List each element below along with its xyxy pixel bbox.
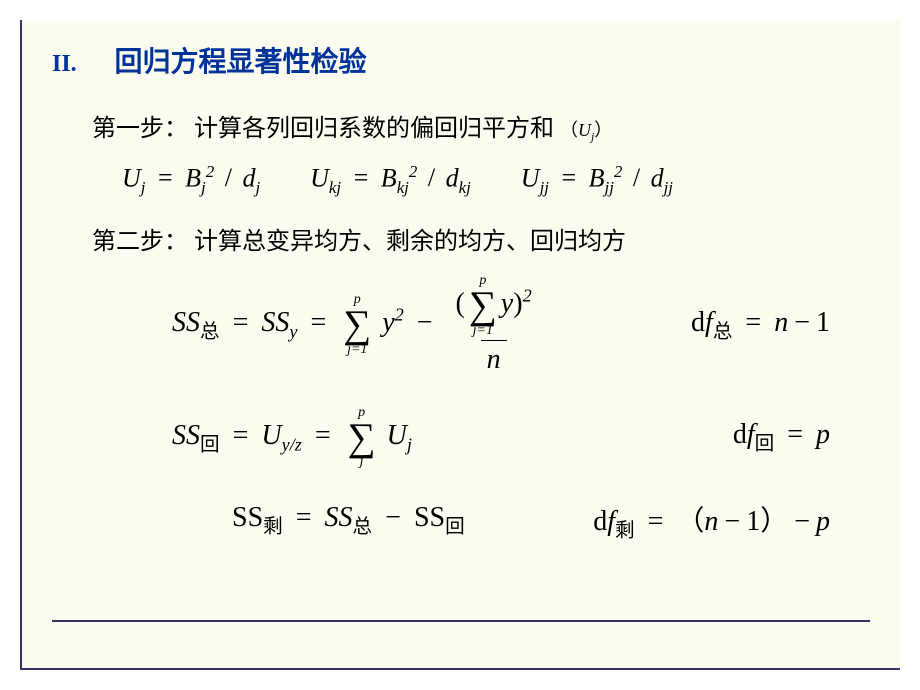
ssr-usub: j [407,434,412,454]
f3-rsup: 2 [614,162,622,181]
heading-roman: II. [52,51,77,77]
dfe-sub: 剩 [615,520,635,541]
section-heading: II. 回归方程显著性检验 [52,40,870,80]
f2-lsub: kj [329,177,341,196]
f2-rhs: B [381,163,397,192]
formula-u-j: Uj = Bj2 / dj [122,162,260,198]
sum2-bot: j=1 [473,324,493,338]
sse-asub: 总 [353,517,373,538]
dft-1: 1 [816,307,830,338]
dft-d: d [691,307,705,338]
f3-dv: d [651,163,664,192]
f3-lhs: U [521,163,540,192]
sum1-bot: j=1 [347,343,367,357]
frac1-num: ( p ∑ j=1 y)2 [450,274,538,339]
formula-row-u: Uj = Bj2 / dj Ukj = Bkj2 / dkj Ujj = Bjj… [122,162,870,198]
ss-res-left: SS剩 = SS总 − SS回 [232,502,465,539]
dfe-d: d [593,506,607,537]
formula-u-jj: Ujj = Bjj2 / djj [521,162,673,198]
sst-ysup: 2 [395,305,404,325]
bottom-rule [52,620,870,622]
sse-b: SS [414,502,445,533]
step-1: 第一步： 计算各列回归系数的偏回归平方和 （Uj） [92,108,870,144]
f3-rsub: jj [605,177,614,196]
sst-lsub: 总 [200,322,220,343]
ssr-msub: y/z [282,434,302,454]
step1-text: 计算各列回归系数的偏回归平方和 [194,116,554,142]
ssr-lsub: 回 [200,434,220,455]
f3-lsub: jj [540,177,549,196]
f1-rhs: B [185,163,201,192]
formula-ss-reg: SS回 = Uy/z = p ∑ j Uj df回 = p [172,406,870,469]
f1-rsup: 2 [206,162,214,181]
dfr-d: d [733,419,747,450]
sum3-bot: j [360,455,364,469]
f1-dv: d [242,163,255,192]
dfr-f: f [747,419,755,450]
f1-lhs: U [122,163,141,192]
step2-text: 计算总变异均方、剩余的均方、回归均方 [194,229,626,255]
dfe-f: f [607,506,615,537]
formula-u-kj: Ukj = Bkj2 / dkj [310,162,471,198]
f3-rhs: B [589,163,605,192]
note-var: U [578,120,591,140]
frac-sup: 2 [523,286,532,306]
sst-lhs: SS [172,307,200,338]
dfr-sub: 回 [755,433,775,454]
heading-title: 回归方程显著性检验 [114,46,366,77]
dft-sub: 总 [713,321,733,342]
sst-y: y [382,307,394,338]
ssr-u: U [387,420,407,451]
sse-lhs: SS [232,502,263,533]
frac-1: ( p ∑ j=1 y)2 n [450,274,538,375]
dfe-p: p [816,506,830,537]
f2-dsub: kj [459,177,471,196]
frac1-den: n [481,340,507,376]
f2-rsub: kj [397,177,409,196]
sse-a: SS [325,502,353,533]
frac-y: y [501,289,513,320]
dfr-p: p [816,419,830,450]
ssr-mid: U [261,420,281,451]
sum-2: p ∑ j=1 [469,274,497,337]
dfe-1: 1 [746,506,760,537]
note-open: （ [560,120,578,140]
sst-mid: SS [261,307,289,338]
sum-3: p ∑ j [348,406,376,469]
sse-lsub: 剩 [263,517,283,538]
f2-lhs: U [310,163,329,192]
sst-msub: y [289,322,297,342]
df-total: df总 = n−1 [691,307,830,344]
step-2: 第二步： 计算总变异均方、剩余的均方、回归均方 [92,221,870,256]
step1-note: （Uj） [560,120,612,140]
dft-f: f [705,307,713,338]
sse-bsub: 回 [445,517,465,538]
f1-dsub: j [255,177,260,196]
note-close: ） [594,120,612,140]
f3-dsub: jj [664,177,673,196]
ss-reg-left: SS回 = Uy/z = p ∑ j Uj [172,406,412,469]
df-res: df剩 = （n−1）−p [593,499,830,543]
ss-total-left: SS总 = SSy = p ∑ j=1 y2 − ( p ∑ j=1 y)2 n [172,274,542,375]
f2-dv: d [446,163,459,192]
ssr-lhs: SS [172,420,200,451]
dfe-n: n [704,506,718,537]
slide-container: II. 回归方程显著性检验 第一步： 计算各列回归系数的偏回归平方和 （Uj） … [20,20,900,670]
dft-n: n [774,307,788,338]
sum-1: p ∑ j=1 [343,293,371,356]
f2-rsup: 2 [409,162,417,181]
df-reg: df回 = p [733,419,830,456]
step2-label: 第二步： [92,229,188,255]
formula-ss-res: SS剩 = SS总 − SS回 df剩 = （n−1）−p [172,499,870,543]
f1-lsub: j [141,177,146,196]
formula-ss-total: SS总 = SSy = p ∑ j=1 y2 − ( p ∑ j=1 y)2 n [172,274,870,375]
step1-label: 第一步： [92,116,188,142]
